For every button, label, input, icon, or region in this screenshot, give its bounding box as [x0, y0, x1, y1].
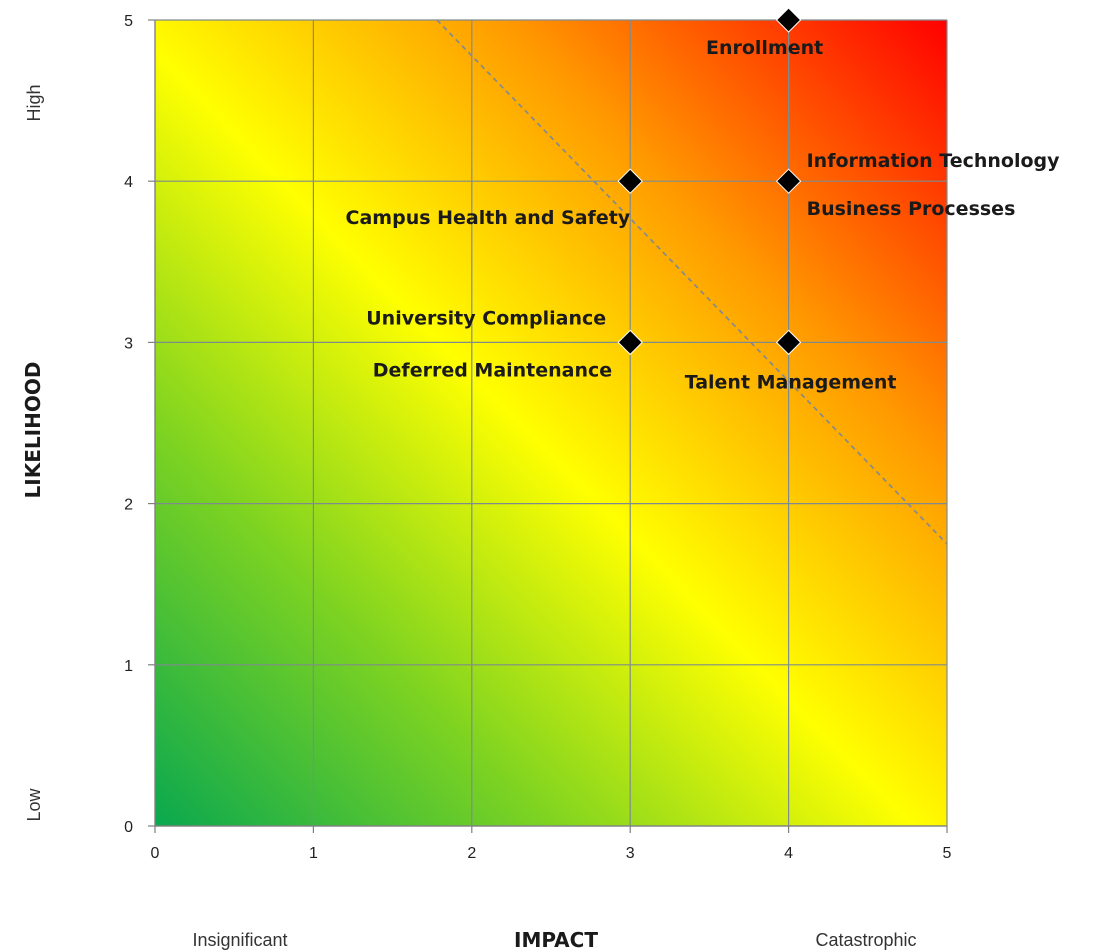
data-point-label: Talent Management [685, 371, 897, 393]
y-tick-label: 3 [124, 335, 133, 352]
point-labels: Enrollment Campus Health and Safety Inform… [346, 37, 1061, 393]
grid-lines [154, 19, 948, 827]
x-tick-label: 2 [467, 845, 476, 862]
x-tick-label: 3 [626, 845, 635, 862]
data-point-label: Information Technology [807, 150, 1061, 172]
data-point-marker [775, 168, 802, 194]
axes [154, 20, 947, 827]
data-point-label: University Compliance [366, 307, 606, 329]
y-tick-label: 5 [124, 13, 133, 30]
x-axis-low-label: Insignificant [192, 930, 287, 950]
data-point-label: Campus Health and Safety [346, 207, 631, 229]
data-point-label: Business Processes [807, 198, 1016, 220]
x-tick-label: 1 [309, 845, 318, 862]
x-tick-label: 4 [784, 845, 793, 862]
y-tick-label: 2 [124, 497, 133, 514]
x-axis-title: IMPACT [514, 928, 598, 952]
y-tick-label: 4 [124, 174, 133, 191]
y-axis-high-label: High [24, 84, 44, 121]
data-point-marker [617, 168, 643, 194]
y-axis-low-label: Low [24, 787, 44, 821]
x-tick-label: 5 [943, 845, 952, 862]
data-points [617, 7, 802, 356]
data-point-marker [775, 329, 802, 356]
y-axis-title: LIKELIHOOD [21, 362, 45, 499]
x-tick-label: 0 [151, 845, 160, 862]
y-tick-label: 1 [124, 658, 133, 675]
data-point-label: Deferred Maintenance [373, 359, 612, 381]
threshold-line [436, 19, 948, 545]
x-axis-high-label: Catastrophic [815, 930, 916, 950]
plot-area-background [155, 20, 947, 826]
y-tick-label: 0 [124, 819, 133, 836]
data-point-marker [775, 7, 802, 33]
data-point-marker [617, 329, 643, 356]
tick-labels: 0 1 2 3 4 5 0 1 2 3 4 5 [124, 13, 951, 862]
data-point-label: Enrollment [706, 37, 823, 59]
threshold-line-group [436, 19, 948, 545]
